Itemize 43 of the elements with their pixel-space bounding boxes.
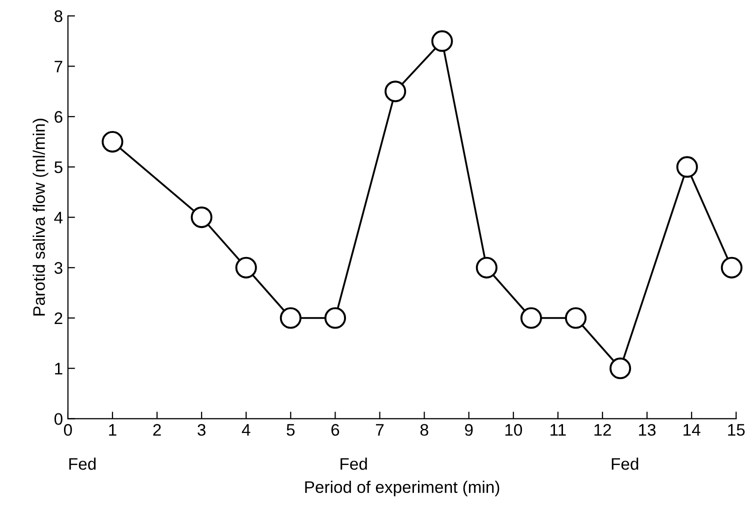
x-tick-label: 12 xyxy=(594,424,611,436)
x-tick-label: 5 xyxy=(286,424,295,436)
text: Fed xyxy=(69,458,96,470)
x-tick-label: 0 xyxy=(64,424,72,436)
point xyxy=(102,130,124,153)
point xyxy=(676,156,698,178)
point xyxy=(384,80,406,102)
x-tick-label: 4 xyxy=(242,424,250,436)
x-tick-label: 10 xyxy=(505,424,522,436)
y-tick-label: 5 xyxy=(54,162,62,174)
y-tick-label: 3 xyxy=(54,262,62,274)
x-tick-label: 6 xyxy=(331,424,340,436)
x-tick-label: 14 xyxy=(684,424,700,436)
y-tick-label: 1 xyxy=(55,362,62,374)
x-tick-label: 3 xyxy=(198,424,206,436)
point xyxy=(280,307,302,329)
y-tick-label: 2 xyxy=(54,312,62,324)
y-tick-label: 7 xyxy=(54,60,62,72)
x-tick-label: 7 xyxy=(376,424,384,436)
y-tick-label: 6 xyxy=(54,111,62,123)
x-tick-label: 9 xyxy=(465,424,473,436)
point xyxy=(720,256,742,278)
x-tick-label: 1 xyxy=(109,424,116,436)
x-axis-title: Period of experiment (min) xyxy=(305,480,500,496)
x-tick-label: 11 xyxy=(550,424,566,436)
point xyxy=(564,307,587,329)
text: Fed xyxy=(612,458,638,470)
x-tick-label: 8 xyxy=(420,424,428,436)
x-tick-label: 2 xyxy=(153,424,161,436)
x-tick-label: 15 xyxy=(728,424,745,436)
y-tick-label: 4 xyxy=(54,212,63,224)
point xyxy=(235,256,257,278)
y-axis-title: Parotid saliva flow (ml/min) xyxy=(32,118,48,316)
point xyxy=(476,256,498,278)
point xyxy=(324,307,346,329)
y-tick-label: 0 xyxy=(54,413,62,425)
point xyxy=(610,358,632,380)
y-tick-label: 8 xyxy=(54,10,62,22)
text: Fed xyxy=(340,458,367,470)
x-tick-label: 13 xyxy=(639,424,656,436)
point xyxy=(431,30,453,52)
point xyxy=(190,206,212,228)
point xyxy=(520,307,542,329)
